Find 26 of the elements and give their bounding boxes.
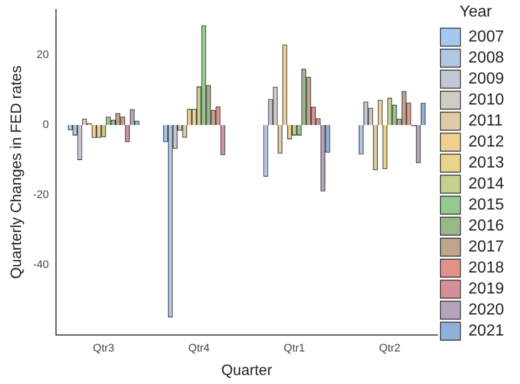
legend-label: 2017: [468, 238, 504, 256]
x-tick-label: Qtr4: [188, 342, 210, 354]
legend-label: 2014: [468, 176, 504, 193]
legend-label: 2015: [468, 196, 504, 214]
y-tick-label: -40: [32, 258, 49, 271]
x-tick-label: Qtr2: [379, 342, 400, 354]
legend-label: 2009: [468, 70, 504, 88]
legend-label: 2018: [468, 260, 504, 277]
legend-label: 2013: [468, 154, 504, 172]
x-axis-title: Quarter: [221, 362, 272, 380]
legend-label: 2012: [468, 134, 504, 151]
legend-label: 2007: [468, 28, 504, 46]
legend-label: 2021: [468, 322, 504, 340]
legend-label: 2019: [468, 280, 504, 298]
legend-label: 2011: [468, 112, 503, 130]
y-tick-label: 0: [42, 119, 49, 132]
legend-title: Year: [460, 3, 493, 20]
legend-label: 2020: [468, 302, 504, 319]
x-tick-label: Qtr3: [92, 342, 114, 354]
legend-label: 2016: [468, 218, 504, 235]
legend-label: 2008: [468, 50, 504, 67]
y-tick-label: -20: [32, 188, 49, 201]
x-tick-label: Qtr1: [284, 342, 306, 354]
y-tick-label: 20: [36, 49, 49, 62]
y-axis-title: Quarterly Changes in FED rates: [8, 65, 26, 279]
legend-label: 2010: [468, 92, 504, 109]
